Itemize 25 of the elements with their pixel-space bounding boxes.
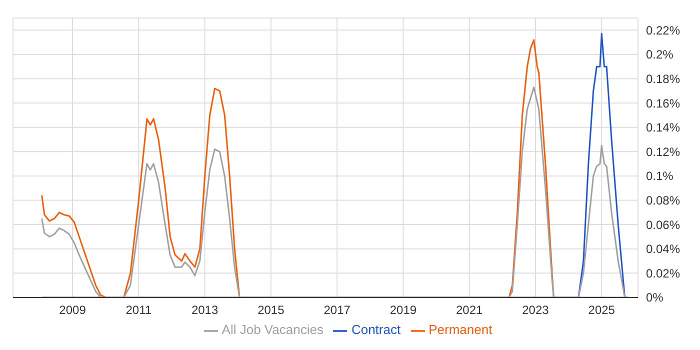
- x-tick-label: 2023: [522, 302, 550, 317]
- x-tick-label: 2011: [126, 302, 152, 317]
- y-tick-label: 0.04%: [646, 242, 680, 256]
- x-tick-label: 2009: [59, 302, 86, 317]
- line-series: [41, 86, 629, 298]
- x-tick-label: 2021: [456, 302, 484, 317]
- y-tick-label: 0.08%: [646, 194, 680, 208]
- y-tick-label: 0%: [646, 290, 664, 305]
- legend-label: Permanent: [428, 322, 492, 338]
- y-tick-label: 0.12%: [646, 144, 680, 159]
- y-tick-label: 0.2%: [646, 48, 674, 62]
- y-tick-label: 0.1%: [646, 169, 674, 184]
- y-tick-label: 0.02%: [646, 266, 680, 280]
- y-tick-label: 0.18%: [646, 72, 680, 86]
- legend-label: Contract: [351, 322, 401, 338]
- x-tick-label: 2019: [390, 302, 417, 317]
- x-tick-label: 2013: [191, 302, 218, 317]
- y-tick-label: 0.14%: [646, 120, 680, 135]
- y-tick-label: 0.22%: [646, 23, 680, 38]
- x-tick-label: 2015: [258, 302, 285, 317]
- y-tick-label: 0.16%: [646, 96, 680, 110]
- x-tick-label: 2017: [324, 302, 351, 317]
- x-tick-label: 2025: [588, 302, 616, 317]
- y-tick-label: 0.06%: [646, 218, 680, 232]
- legend-label: All Job Vacancies: [222, 322, 324, 338]
